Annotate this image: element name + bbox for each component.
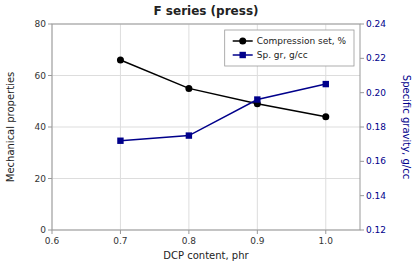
y2-tick-label: 0.18 [366,122,386,132]
legend-box [225,30,354,66]
y2-tick [360,195,364,196]
point [185,85,192,92]
plot-frame [52,24,360,230]
y-tick [48,127,52,128]
x-tick [120,230,121,234]
x-axis-label: DCP content, phr [163,250,249,261]
y2-tick-label: 0.14 [366,191,386,201]
y-tick [48,178,52,179]
point [186,132,192,138]
y-grid-line [52,75,360,76]
y-tick-label: 60 [35,71,47,81]
legend-marker [239,38,246,45]
y2-tick [360,161,364,162]
y2-axis-label: Specific gravity, g/cc [401,75,412,179]
x-tick-label: 1.0 [319,236,334,246]
y-tick [48,24,52,25]
y2-tick [360,24,364,25]
data [117,57,329,144]
y2-tick [360,92,364,93]
y-grid-line [52,178,360,179]
point [117,57,124,64]
y2-tick [360,58,364,59]
x-tick-label: 0.6 [45,236,60,246]
y-tick-label: 20 [35,174,47,184]
legend-label: Compression set, % [257,36,347,46]
axes: 0.6 0.7 0.8 0.9 1.0 0 20 40 60 80 0.12 0.14 0.16 0.18… [35,19,387,246]
title: F series (press) [153,4,258,18]
y-tick-label: 0 [40,225,46,235]
y2-tick [360,230,364,231]
y2-tick-label: 0.16 [366,156,386,166]
y2-tick-label: 0.22 [366,53,386,63]
y2-tick-label: 0.12 [366,225,386,235]
point [254,96,260,102]
y-axis-label: Mechanical properties [5,72,16,182]
x-tick [52,230,53,234]
y2-tick [360,127,364,128]
x-tick-label: 0.9 [250,236,265,246]
legend-label: Sp. gr, g/cc [257,50,308,60]
x-tick [257,230,258,234]
series-line [120,84,325,141]
grid [52,24,360,230]
x-tick-label: 0.8 [182,236,197,246]
point [117,138,123,144]
y-tick-label: 80 [35,19,47,29]
y-tick-label: 40 [35,122,47,132]
y2-tick-label: 0.24 [366,19,386,29]
y-tick [48,230,52,231]
point [322,113,329,120]
y2-tick-label: 0.20 [366,88,386,98]
legend-marker [240,52,246,58]
y-tick [48,75,52,76]
x-tick-label: 0.7 [113,236,127,246]
x-tick [188,230,189,234]
x-tick [325,230,326,234]
point [323,81,329,87]
legend: Compression set, % Sp. gr, g/cc [225,30,354,66]
chart: 0.6 0.7 0.8 0.9 1.0 0 20 40 60 80 0.12 0.14 0.16 0.18… [0,0,417,267]
series-line [120,60,325,117]
